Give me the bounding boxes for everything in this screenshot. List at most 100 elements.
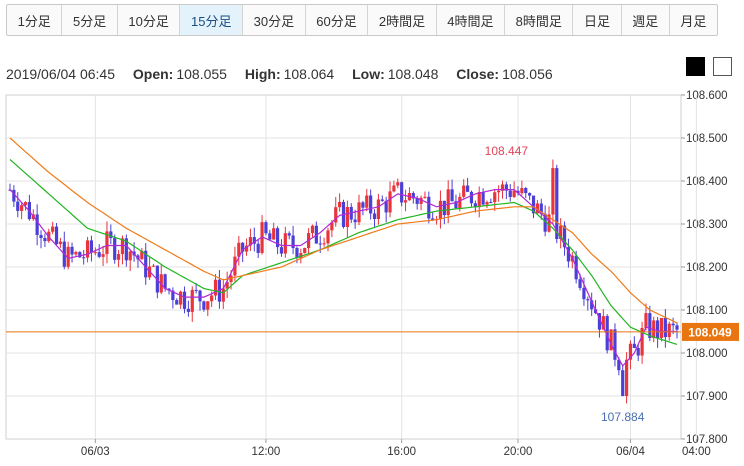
candle-body <box>120 238 125 255</box>
x-tick-label: 12:00 <box>252 446 281 458</box>
candlestick-chart[interactable]: 108.600 108.500 108.400 108.300 108.200 108.1… <box>0 88 744 466</box>
tab-timeframe-7[interactable]: 4時間足 <box>437 5 506 35</box>
candle-body <box>586 299 590 301</box>
tab-timeframe-5[interactable]: 60分足 <box>306 5 369 35</box>
candle-body <box>609 329 613 351</box>
candle-body <box>140 250 144 260</box>
candle-body <box>279 247 284 254</box>
candle-body <box>628 343 633 360</box>
dark-theme-button[interactable] <box>686 57 705 76</box>
tab-timeframe-8[interactable]: 8時間足 <box>505 5 574 35</box>
candle-body <box>485 202 489 205</box>
y-tick-label: 108.200 <box>686 262 728 274</box>
candle-body <box>493 192 497 203</box>
light-theme-button[interactable] <box>713 57 732 76</box>
candle-body <box>105 231 109 255</box>
candle-body <box>272 228 276 240</box>
candle-body <box>171 290 175 301</box>
tab-timeframe-1[interactable]: 5分足 <box>62 5 118 35</box>
candle-body <box>264 222 268 234</box>
candle-body <box>617 359 621 371</box>
candle-body <box>39 234 43 238</box>
candle-body <box>248 237 253 246</box>
candle-body <box>89 240 94 253</box>
candle-body <box>388 191 392 213</box>
candle-body <box>400 182 404 203</box>
candle-body <box>353 219 357 223</box>
candle-body <box>497 190 501 193</box>
tab-timeframe-0[interactable]: 1分足 <box>7 5 63 35</box>
tab-timeframe-11[interactable]: 月足 <box>680 13 707 29</box>
candle-body <box>252 237 256 244</box>
candle-body <box>423 196 427 198</box>
y-tick-label: 107.800 <box>686 434 728 446</box>
y-tick-label: 108.500 <box>686 133 728 145</box>
candle-body <box>365 195 369 208</box>
candle-body <box>58 241 63 245</box>
candle-body <box>210 295 214 302</box>
candle-body <box>559 225 563 240</box>
candle-body <box>194 289 198 291</box>
tab-timeframe-4[interactable]: 30分足 <box>243 5 306 35</box>
candle-body <box>144 250 148 278</box>
candle-body <box>97 252 101 257</box>
candle-body <box>85 240 90 258</box>
candle-body <box>299 253 303 258</box>
tab-timeframe-3[interactable]: 15分足 <box>180 5 244 35</box>
high-annotation: 108.447 <box>485 144 529 158</box>
candle-body <box>338 201 342 208</box>
candle-body <box>326 230 330 244</box>
ma-mid-line <box>9 159 678 345</box>
candle-body <box>578 279 582 288</box>
candle-body <box>372 213 377 219</box>
tab-timeframe-9[interactable]: 日足 <box>573 5 622 35</box>
candle-body <box>206 301 210 310</box>
ma-short-line <box>9 189 677 367</box>
candle-body <box>481 192 485 205</box>
tab-timeframe-6[interactable]: 2時間足 <box>368 5 437 35</box>
candle-body <box>590 300 594 310</box>
candle-body <box>582 287 586 300</box>
ma-long-line <box>9 137 678 324</box>
high-value: 108.064 <box>283 66 335 82</box>
candle-body <box>78 252 82 258</box>
current-price-label: 108.049 <box>688 325 732 339</box>
y-tick-label: 108.000 <box>686 348 728 360</box>
tab-timeframe-2[interactable]: 10分足 <box>118 5 181 35</box>
candle-body <box>411 193 415 199</box>
candle-body <box>357 202 361 223</box>
ohlc-info: 2019/06/04 06:45 Open: 108.055 High: 108.0… <box>6 66 553 82</box>
candle-body <box>275 228 280 248</box>
candle-body <box>70 246 74 255</box>
candle-body <box>74 252 78 255</box>
candle-body <box>221 288 225 302</box>
candle-body <box>648 313 652 339</box>
candle-body <box>16 201 20 211</box>
candle-body <box>601 316 605 330</box>
candle-body <box>415 198 419 204</box>
candle-body <box>163 274 167 289</box>
low-label: Low: <box>352 66 385 82</box>
candle-body <box>113 238 117 260</box>
candle-body <box>613 329 617 360</box>
candle-body <box>116 254 121 260</box>
candle-body <box>287 233 291 236</box>
candle-body <box>431 218 435 221</box>
x-tick-label: 16:00 <box>387 446 416 458</box>
candle-body <box>361 202 365 208</box>
candle-body <box>605 316 609 351</box>
candle-body <box>35 214 39 235</box>
candle-body <box>241 242 245 252</box>
candle-body <box>656 320 660 338</box>
candle-body <box>597 313 602 330</box>
tab-timeframe-10[interactable]: 週足 <box>622 5 670 35</box>
low-annotation: 107.884 <box>601 410 645 424</box>
candle-body <box>663 317 667 338</box>
candle-body <box>380 199 384 201</box>
close-label: Close: <box>456 66 500 82</box>
y-tick-label: 108.400 <box>686 176 728 188</box>
candle-body <box>516 190 520 194</box>
y-tick-label: 108.300 <box>686 219 728 231</box>
candle-body <box>384 200 388 213</box>
candle-body <box>528 193 532 196</box>
